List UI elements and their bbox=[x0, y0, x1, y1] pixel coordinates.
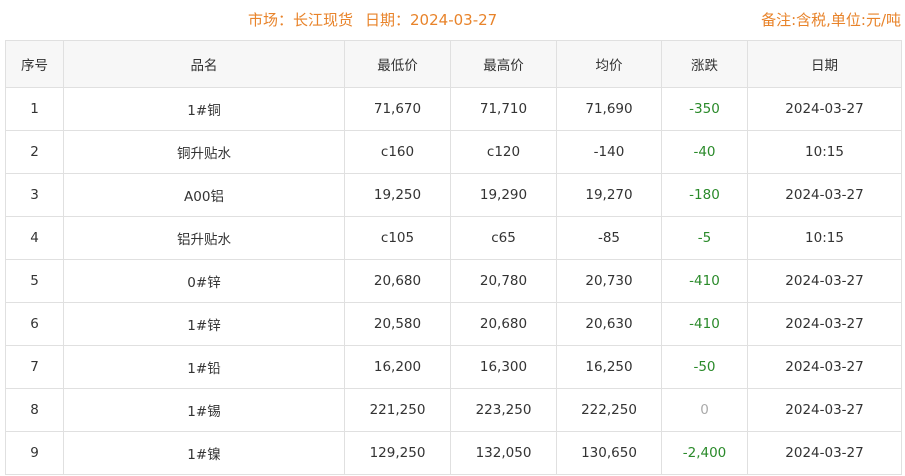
table-row: 2 铜升贴水 c160 c120 -140 -40 10:15 bbox=[5, 130, 902, 174]
table-cell: 16,200 bbox=[344, 345, 451, 389]
table-cell: 2024-03-27 bbox=[747, 345, 902, 389]
price-table: 序号 品名 最低价 最高价 均价 涨跌 日期 1 1#铜 71,670 71,710 71,690-… bbox=[5, 40, 902, 475]
table-cell: c65 bbox=[450, 216, 557, 260]
market-label: 市场：长江现货 bbox=[248, 11, 354, 29]
table-cell: 1#铜 bbox=[63, 87, 345, 131]
table-cell: 铜升贴水 bbox=[63, 130, 345, 174]
column-header: 序号 bbox=[5, 40, 64, 88]
table-cell: 8 bbox=[5, 388, 64, 432]
table-cell: 1#锡 bbox=[63, 388, 345, 432]
table-cell: 1 bbox=[5, 87, 64, 131]
table-row: 8 1#锡 221,250 223,250 222,250 0 2024-03-27 bbox=[5, 388, 902, 432]
table-cell: 4 bbox=[5, 216, 64, 260]
column-header: 品名 bbox=[63, 40, 345, 88]
table-cell: 1#铅 bbox=[63, 345, 345, 389]
table-cell: 132,050 bbox=[450, 431, 557, 475]
table-cell: 20,780 bbox=[450, 259, 557, 303]
table-header: 序号 品名 最低价 最高价 均价 涨跌 日期 bbox=[5, 40, 902, 88]
table-cell: 19,290 bbox=[450, 173, 557, 217]
page-header: 市场：长江现货 日期：2024-03-27 备注:含税,单位:元/吨 bbox=[0, 0, 905, 40]
table-cell: 3 bbox=[5, 173, 64, 217]
column-header: 最低价 bbox=[344, 40, 451, 88]
table-cell: 1#锌 bbox=[63, 302, 345, 346]
column-header: 最高价 bbox=[450, 40, 557, 88]
table-cell: A00铝 bbox=[63, 173, 345, 217]
change-cell: -180 bbox=[661, 173, 748, 217]
change-cell: -40 bbox=[661, 130, 748, 174]
table-row: 9 1#镍 129,250 132,050 130,650 -2,400 2024-03-2… bbox=[5, 431, 902, 475]
table-cell: 2 bbox=[5, 130, 64, 174]
table-cell: c160 bbox=[344, 130, 451, 174]
table-cell: 1#镍 bbox=[63, 431, 345, 475]
table-cell: -85 bbox=[556, 216, 662, 260]
change-cell: -410 bbox=[661, 259, 748, 303]
date-label: 日期：2024-03-27 bbox=[365, 11, 498, 29]
table-cell: 223,250 bbox=[450, 388, 557, 432]
change-cell: -50 bbox=[661, 345, 748, 389]
table-cell: 20,730 bbox=[556, 259, 662, 303]
table-row: 4 铝升贴水 c105 c65 -85 -5 10:15 bbox=[5, 216, 902, 260]
table-cell: 2024-03-27 bbox=[747, 388, 902, 432]
table-cell: 2024-03-27 bbox=[747, 431, 902, 475]
table-cell: 6 bbox=[5, 302, 64, 346]
table-cell: 19,250 bbox=[344, 173, 451, 217]
table-row: 5 0#锌 20,680 20,780 20,730 -410 2024-03-27 bbox=[5, 259, 902, 303]
table-cell: 9 bbox=[5, 431, 64, 475]
table-cell: 16,300 bbox=[450, 345, 557, 389]
table-cell: 20,580 bbox=[344, 302, 451, 346]
table-cell: 2024-03-27 bbox=[747, 173, 902, 217]
table-cell: 71,710 bbox=[450, 87, 557, 131]
table-row: 7 1#铅 16,200 16,300 16,250 -50 2024-03-27 bbox=[5, 345, 902, 389]
table-cell: 0#锌 bbox=[63, 259, 345, 303]
table-cell: 10:15 bbox=[747, 130, 902, 174]
table-cell: 铝升贴水 bbox=[63, 216, 345, 260]
unit-note: 备注:含税,单位:元/吨 bbox=[761, 11, 901, 29]
table-cell: 10:15 bbox=[747, 216, 902, 260]
column-header: 均价 bbox=[556, 40, 662, 88]
table-cell: 2024-03-27 bbox=[747, 87, 902, 131]
table-cell: 20,680 bbox=[344, 259, 451, 303]
table-cell: 130,650 bbox=[556, 431, 662, 475]
table-cell: -140 bbox=[556, 130, 662, 174]
table-row: 3 A00铝 19,250 19,290 19,270 -180 2024-03-27 bbox=[5, 173, 902, 217]
change-cell: -410 bbox=[661, 302, 748, 346]
change-cell: -5 bbox=[661, 216, 748, 260]
change-cell: 0 bbox=[661, 388, 748, 432]
column-header: 日期 bbox=[747, 40, 902, 88]
table-cell: 222,250 bbox=[556, 388, 662, 432]
table-cell: 2024-03-27 bbox=[747, 259, 902, 303]
table-row: 6 1#锌 20,580 20,680 20,630 -410 2024-03-27 bbox=[5, 302, 902, 346]
table-row: 1 1#铜 71,670 71,710 71,690 -350 2024-03-27 bbox=[5, 87, 902, 131]
table-cell: 16,250 bbox=[556, 345, 662, 389]
table-cell: 2024-03-27 bbox=[747, 302, 902, 346]
table-cell: 20,630 bbox=[556, 302, 662, 346]
table-cell: 19,270 bbox=[556, 173, 662, 217]
table-cell: 71,690 bbox=[556, 87, 662, 131]
change-cell: -2,400 bbox=[661, 431, 748, 475]
table-cell: 71,670 bbox=[344, 87, 451, 131]
change-cell: -350 bbox=[661, 87, 748, 131]
table-cell: 20,680 bbox=[450, 302, 557, 346]
table-cell: c105 bbox=[344, 216, 451, 260]
table-cell: c120 bbox=[450, 130, 557, 174]
table-cell: 7 bbox=[5, 345, 64, 389]
column-header: 涨跌 bbox=[661, 40, 748, 88]
table-cell: 5 bbox=[5, 259, 64, 303]
table-cell: 221,250 bbox=[344, 388, 451, 432]
market-title: 市场：长江现货 日期：2024-03-27 bbox=[248, 9, 509, 30]
table-cell: 129,250 bbox=[344, 431, 451, 475]
